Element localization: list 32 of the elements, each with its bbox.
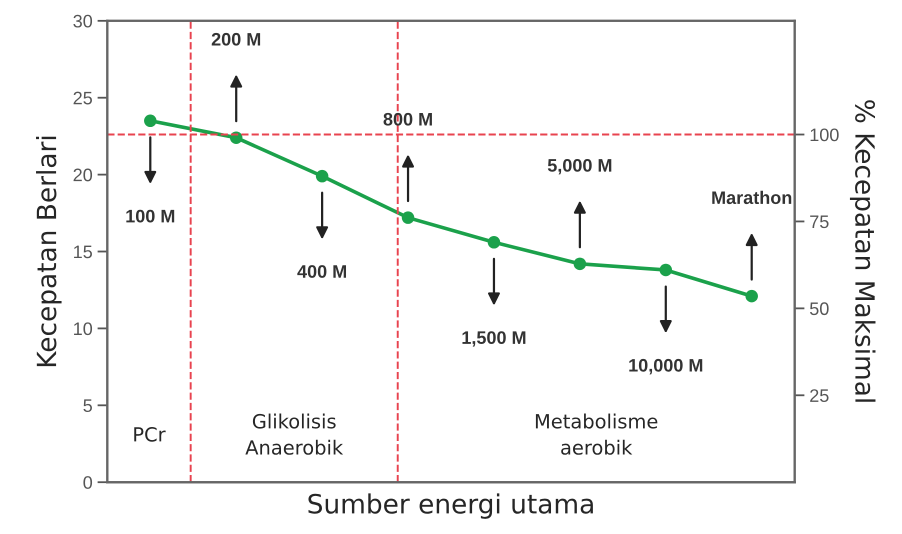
x-tick-label: 100 M (126, 210, 174, 223)
y2-tick-label: 50 (810, 302, 829, 316)
point (402, 211, 414, 224)
point (144, 114, 157, 128)
y-tick-label: 15 (74, 246, 92, 258)
y-tick-label: 20 (74, 168, 92, 182)
x-tick-label: 5,000 M (548, 158, 612, 174)
x-tick-label: 1,500 M (462, 331, 526, 347)
x-axis-title: Sumber energi utama (308, 493, 593, 519)
y-tick-label: 5 (83, 399, 92, 412)
x-tick-label: 10,000 M (629, 358, 702, 374)
point (488, 236, 500, 249)
y2-tick-label: 100 (810, 128, 839, 142)
point (660, 264, 672, 276)
y-axis-title: Kecepatan Berlari (36, 136, 62, 366)
x-tick-label: 400 M (297, 265, 346, 278)
x-tick-label: 200 M (212, 32, 260, 46)
annotation: PCr (134, 427, 166, 442)
y-tick-label: 25 (74, 92, 92, 104)
y-tick-label: 10 (74, 322, 92, 336)
y2-axis-title: % Kecepatan Maksimal (850, 100, 876, 402)
y-tick-label: 30 (73, 14, 92, 28)
y2-tick-label: 25 (810, 389, 829, 402)
y-tick-label: 0 (83, 476, 92, 489)
point (574, 258, 586, 270)
x-tick-label: Marathon (712, 190, 792, 204)
y2-tick-label: 75 (810, 216, 829, 228)
point (745, 290, 758, 302)
annotation: Metabolisme aerobik (536, 414, 658, 455)
x-tick-label: 800 M (384, 112, 432, 126)
annotation: Glikolisis Anaerobik (245, 414, 344, 455)
point (316, 170, 328, 182)
